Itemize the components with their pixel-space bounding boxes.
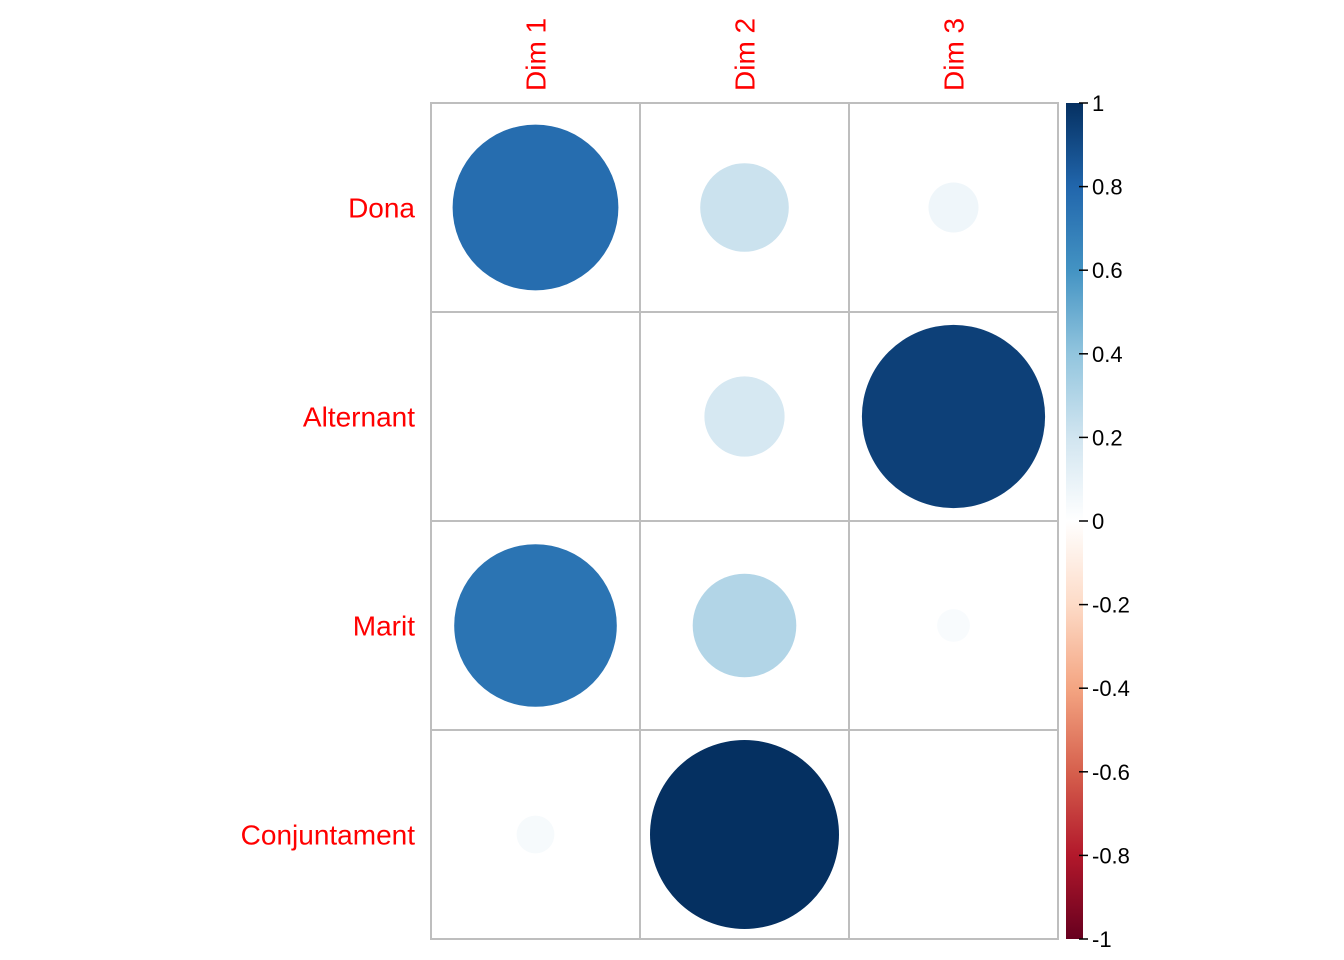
color-bar-tick-label: -1 bbox=[1092, 927, 1112, 952]
row-label-conjuntament: Conjuntament bbox=[241, 820, 416, 851]
color-bar-tick-label: 0.6 bbox=[1092, 258, 1123, 283]
circle-dona-dim-1 bbox=[452, 124, 619, 291]
row-label-dona: Dona bbox=[348, 193, 415, 224]
circle-dona-dim-2 bbox=[700, 163, 789, 252]
correlation-circles bbox=[452, 124, 1046, 929]
circle-alternant-dim-2 bbox=[704, 376, 785, 457]
row-label-alternant: Alternant bbox=[303, 402, 415, 433]
color-bar-tick-label: -0.8 bbox=[1092, 843, 1130, 868]
column-label-dim-1: Dim 1 bbox=[521, 18, 552, 91]
color-bar-tick-label: 0 bbox=[1092, 509, 1104, 534]
circle-alternant-dim-3 bbox=[861, 324, 1046, 509]
color-bar-tick-label: 0.8 bbox=[1092, 175, 1123, 200]
row-label-marit: Marit bbox=[353, 611, 415, 642]
column-label-dim-2: Dim 2 bbox=[730, 18, 761, 91]
circle-marit-dim-3 bbox=[937, 609, 970, 642]
row-labels: Dona Alternant Marit Conjuntament bbox=[241, 193, 416, 851]
circle-marit-dim-1 bbox=[454, 544, 617, 707]
color-bar-tick-label: 0.4 bbox=[1092, 342, 1123, 367]
circle-conjuntament-dim-1 bbox=[516, 815, 555, 854]
cell-conjuntament-dim-3 bbox=[848, 729, 1059, 940]
color-bar-tick-label: 1 bbox=[1092, 91, 1104, 116]
column-labels: Dim 1 Dim 2 Dim 3 bbox=[521, 18, 970, 91]
cell-alternant-dim-1 bbox=[430, 311, 641, 522]
color-legend: 1 0.8 0.6 0.4 0.2 0 -0.2 -0.4 -0.6 -0.8 -1 bbox=[1066, 91, 1130, 952]
color-bar bbox=[1066, 103, 1083, 939]
color-bar-tick-label: -0.6 bbox=[1092, 760, 1130, 785]
color-bar-tick-label: 0.2 bbox=[1092, 425, 1123, 450]
column-label-dim-3: Dim 3 bbox=[939, 18, 970, 91]
circle-conjuntament-dim-2 bbox=[650, 740, 839, 929]
circle-marit-dim-2 bbox=[692, 573, 797, 678]
color-bar-tick-label: -0.2 bbox=[1092, 593, 1130, 618]
matrix-cells bbox=[430, 102, 1059, 940]
color-bar-tick-label: -0.4 bbox=[1092, 676, 1130, 701]
circle-dona-dim-3 bbox=[928, 182, 979, 233]
